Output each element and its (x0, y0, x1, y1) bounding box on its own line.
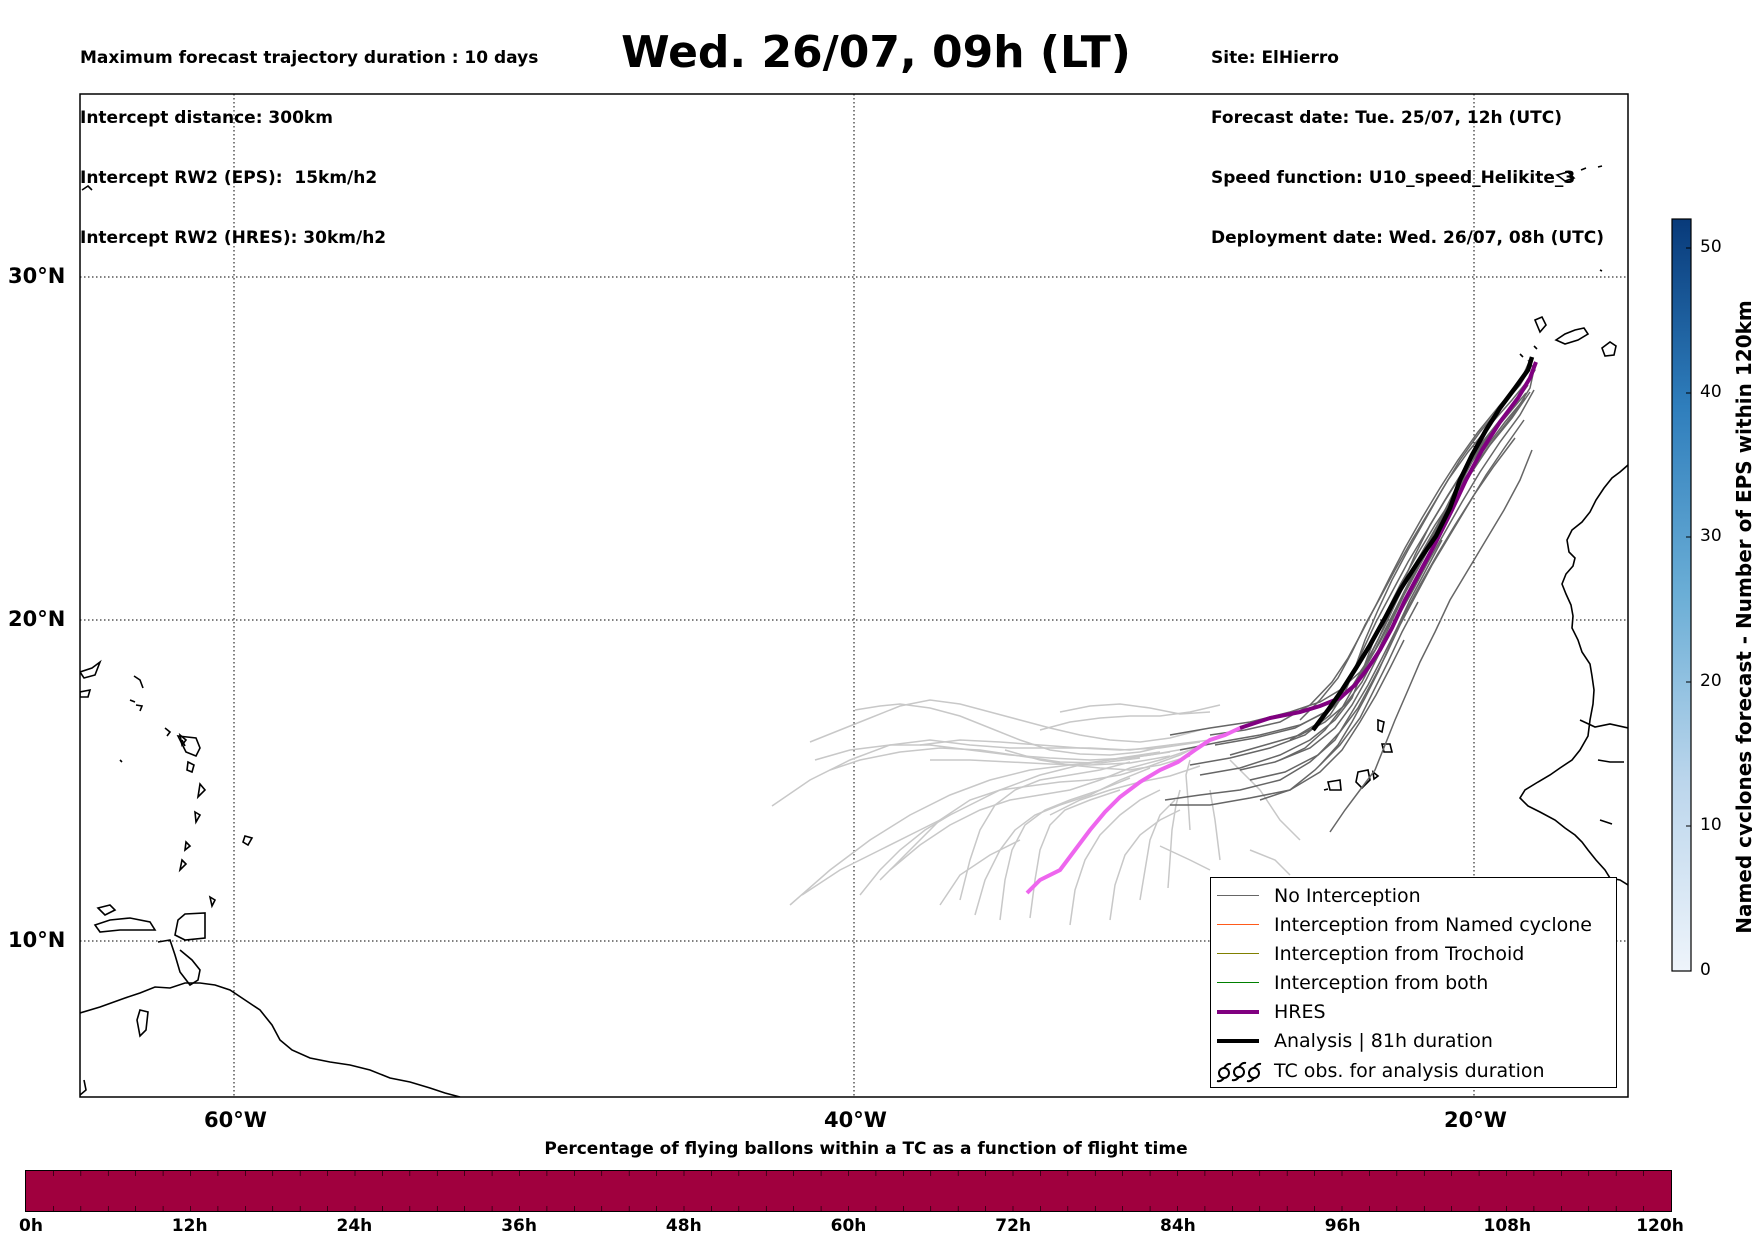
coastline (80, 165, 1628, 1097)
legend-swatch (1217, 953, 1259, 954)
map-grid (80, 94, 1628, 1097)
colorbar-tick-label: 120h (1636, 1216, 1684, 1236)
colorbar-tick-label: 60h (830, 1216, 867, 1236)
hres-trajectory (1239, 361, 1538, 730)
legend-item-trochoid: Interception from Trochoid (1211, 941, 1616, 967)
colorbar-tick-label: 108h (1483, 1216, 1532, 1236)
colorbar-tick-label: 30 (1700, 526, 1722, 546)
hres-trajectory (1025, 726, 1241, 895)
legend-item-no-interception: No Interception (1211, 883, 1616, 909)
colorbar-tick-label: 12h (171, 1216, 208, 1236)
header-left-line: Intercept distance: 300km (80, 108, 333, 128)
lat-label: 20°N (8, 607, 66, 631)
legend-label: HRES (1274, 1001, 1326, 1023)
header-left-line: Intercept RW2 (EPS): 15km/h2 (80, 168, 378, 188)
header-left-line: Maximum forecast trajectory duration : 1… (80, 48, 539, 68)
colorbar-tick-label: 36h (501, 1216, 537, 1236)
colorbar-tick-label: 40 (1700, 382, 1722, 402)
header-right-line: Speed function: U10_speed_Helikite_3 (1211, 168, 1576, 188)
colorbar-bottom-ticks (53, 1171, 1644, 1211)
legend-label: TC obs. for analysis duration (1274, 1060, 1545, 1082)
colorbar-bottom (25, 1170, 1672, 1212)
map-legend: No Interception Interception from Named … (1210, 877, 1617, 1088)
legend-item-both: Interception from both (1211, 970, 1616, 996)
page-title: Wed. 26/07, 09h (LT) (621, 27, 1131, 78)
header-left: Maximum forecast trajectory duration : 1… (80, 8, 538, 268)
colorbar-tick-label: 10 (1700, 815, 1722, 835)
header-right-line: Deployment date: Wed. 26/07, 08h (UTC) (1211, 228, 1605, 248)
header-left-line: Intercept RW2 (HRES): 30km/h2 (80, 228, 387, 248)
lat-label: 10°N (8, 928, 66, 952)
legend-item-named-cyclone: Interception from Named cyclone (1211, 912, 1616, 938)
legend-item-tc-obs: TC obs. for analysis duration (1211, 1058, 1616, 1084)
header-right: Site: ElHierro Forecast date: Tue. 25/07… (1211, 8, 1604, 268)
eps-trajectories-light (771, 699, 1301, 926)
header-right-line: Site: ElHierro (1211, 48, 1339, 68)
colorbar-bottom-title: Percentage of flying ballons within a TC… (544, 1139, 1188, 1159)
legend-label: No Interception (1274, 885, 1421, 907)
colorbar-tick-label: 84h (1160, 1216, 1196, 1236)
colorbar-tick-label: 96h (1324, 1216, 1361, 1236)
eps-trajectories-dark (1164, 359, 1536, 833)
legend-swatch (1217, 1039, 1259, 1043)
legend-swatch (1217, 895, 1259, 896)
cyclone-colorbar (1671, 218, 1692, 972)
legend-label: Interception from both (1274, 972, 1489, 994)
legend-swatch (1217, 982, 1259, 983)
header-right-line: Forecast date: Tue. 25/07, 12h (UTC) (1211, 108, 1562, 128)
legend-swatch (1217, 924, 1259, 925)
map-frame (79, 93, 1629, 1098)
colorbar-right-label: Named cyclones forecast - Number of EPS … (1732, 300, 1752, 934)
legend-label: Interception from Named cyclone (1274, 914, 1592, 936)
colorbar-tick-label: 0h (19, 1216, 43, 1236)
legend-label: Analysis | 81h duration (1274, 1030, 1493, 1052)
cyclone-symbols-icon (1216, 1061, 1262, 1083)
colorbar-tick-label: 24h (336, 1216, 373, 1236)
legend-item-hres: HRES (1211, 999, 1616, 1025)
cyclone-colorbar-ticks (1686, 247, 1691, 972)
colorbar-tick-label: 50 (1700, 237, 1722, 257)
colorbar-tick-label: 20 (1700, 671, 1722, 691)
colorbar-tick-label: 72h (995, 1216, 1032, 1236)
analysis-trajectory (1311, 356, 1535, 732)
colorbar-tick-label: 0 (1700, 960, 1711, 980)
colorbar-tick-label: 48h (665, 1216, 702, 1236)
lon-label: 20°W (1444, 1108, 1507, 1132)
legend-label: Interception from Trochoid (1274, 943, 1525, 965)
lon-label: 40°W (824, 1108, 887, 1132)
lon-label: 60°W (204, 1108, 267, 1132)
legend-item-analysis: Analysis | 81h duration (1211, 1028, 1616, 1054)
legend-swatch (1217, 1010, 1259, 1014)
lat-label: 30°N (8, 264, 66, 288)
